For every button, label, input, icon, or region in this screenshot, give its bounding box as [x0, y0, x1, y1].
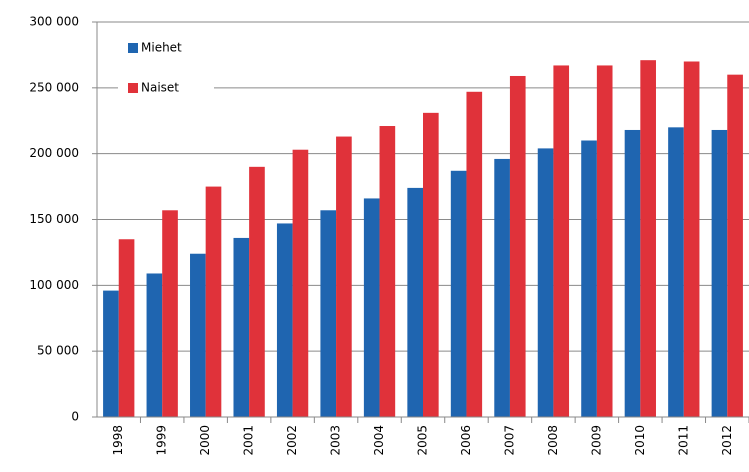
bar: [423, 112, 439, 417]
x-tick-label: 2001: [242, 425, 256, 456]
x-tick-label: 1998: [111, 425, 125, 456]
x-tick-label: 2004: [372, 425, 386, 456]
bar: [336, 136, 352, 418]
y-tick-label: 0: [71, 410, 79, 424]
bar: [190, 253, 206, 417]
bar: [379, 126, 396, 418]
bar: [596, 65, 613, 417]
x-tick-label: 2006: [459, 425, 473, 456]
bar: [537, 148, 554, 417]
y-tick-label: 150 000: [29, 212, 79, 226]
bar: [711, 129, 728, 417]
bar: [407, 187, 423, 417]
bar: [450, 170, 467, 417]
x-tick-label: 2002: [285, 425, 299, 456]
x-tick-label: 2005: [416, 425, 430, 456]
bar: [103, 290, 119, 417]
bar: [683, 61, 700, 417]
bar: [162, 210, 178, 417]
y-tick-label: 100 000: [29, 278, 79, 292]
bar: [292, 149, 309, 417]
x-tick-label: 2009: [589, 425, 603, 456]
y-tick-label: 250 000: [29, 80, 79, 94]
y-tick-label: 200 000: [29, 146, 79, 160]
bar: [640, 60, 656, 417]
bar: [320, 210, 337, 417]
bar: [727, 74, 743, 418]
y-tick-label: 50 000: [37, 344, 79, 358]
legend-swatch: [128, 43, 138, 53]
bar: [118, 239, 135, 417]
bar: [509, 75, 526, 417]
bar: [668, 127, 684, 417]
y-tick-label: 300 000: [29, 15, 79, 29]
bar: [205, 186, 222, 417]
x-tick-label: 2008: [546, 425, 560, 456]
bar: [624, 129, 641, 417]
bar: [276, 223, 293, 417]
bar: [581, 140, 597, 417]
x-tick-label: 2000: [198, 425, 212, 456]
legend-swatch: [128, 83, 138, 93]
x-tick-label: 2007: [502, 425, 516, 456]
legend-label: Miehet: [141, 41, 182, 55]
x-tick-label: 2012: [720, 425, 734, 456]
bar: [466, 91, 483, 418]
bar: [553, 65, 570, 417]
bar: [146, 273, 163, 417]
x-tick-label: 1999: [155, 425, 169, 456]
bar: [494, 158, 510, 417]
x-tick-label: 2011: [676, 425, 690, 456]
legend-label: Naiset: [141, 81, 179, 95]
bar: [233, 237, 250, 417]
bar: [249, 166, 265, 417]
x-tick-label: 2010: [633, 425, 647, 456]
x-tick-label: 2003: [329, 425, 343, 456]
bar: [363, 198, 380, 417]
